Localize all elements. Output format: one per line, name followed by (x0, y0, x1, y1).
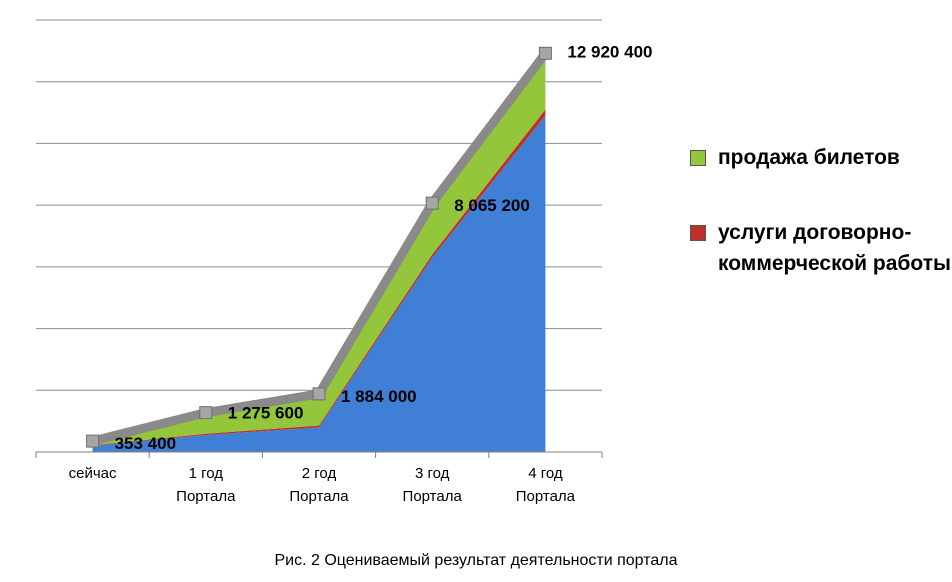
legend-item-tickets: продажа билетов (690, 142, 952, 173)
data-labels: 353 400 1 275 600 1 884 000 8 065 200 12 920… (115, 42, 653, 453)
x-tick-label-line: 1 год (189, 465, 224, 482)
x-tick-label: 4 год Портала (516, 465, 576, 505)
legend-swatch-services (690, 225, 706, 241)
x-tick-label-line: Портала (176, 488, 236, 505)
figure-caption: Рис. 2 Оцениваемый результат деятельност… (274, 552, 678, 569)
data-label: 12 920 400 (567, 42, 652, 61)
legend-label-services: услуги договорно-коммерческой работы (718, 221, 951, 275)
x-tick-label-line: 3 год (415, 465, 450, 482)
total-marker (425, 196, 439, 210)
x-tick-label-line: 4 год (528, 465, 563, 482)
total-marker (199, 406, 213, 420)
x-tick-label: сейчас (69, 465, 117, 482)
legend-item-services: услуги договорно-коммерческой работы (690, 217, 952, 279)
x-axis: сейчас 1 год Портала 2 год Портала 3 год Порта… (35, 451, 603, 505)
data-label: 353 400 (115, 434, 176, 453)
x-tick-label-line: сейчас (69, 465, 117, 482)
total-marker (538, 46, 552, 60)
x-tick-label: 3 год Портала (403, 465, 463, 505)
x-tick-label: 2 год Портала (289, 465, 349, 505)
total-marker (312, 387, 326, 401)
legend-swatch-tickets (690, 150, 706, 166)
gridlines (36, 19, 602, 453)
legend: продажа билетов услуги договорно-коммерч… (690, 142, 952, 279)
data-label: 1 884 000 (341, 387, 417, 406)
x-tick-label-line: Портала (289, 488, 349, 505)
x-tick-label: 1 год Портала (176, 465, 236, 505)
data-label: 8 065 200 (454, 196, 530, 215)
area-series-0 (92, 115, 546, 453)
legend-label-tickets: продажа билетов (718, 146, 900, 169)
total-marker (86, 434, 100, 448)
data-label: 1 275 600 (228, 404, 304, 423)
x-tick-label-line: 2 год (302, 465, 337, 482)
x-tick-label-line: Портала (516, 488, 576, 505)
x-tick-label-line: Портала (403, 488, 463, 505)
total-markers (86, 46, 552, 448)
